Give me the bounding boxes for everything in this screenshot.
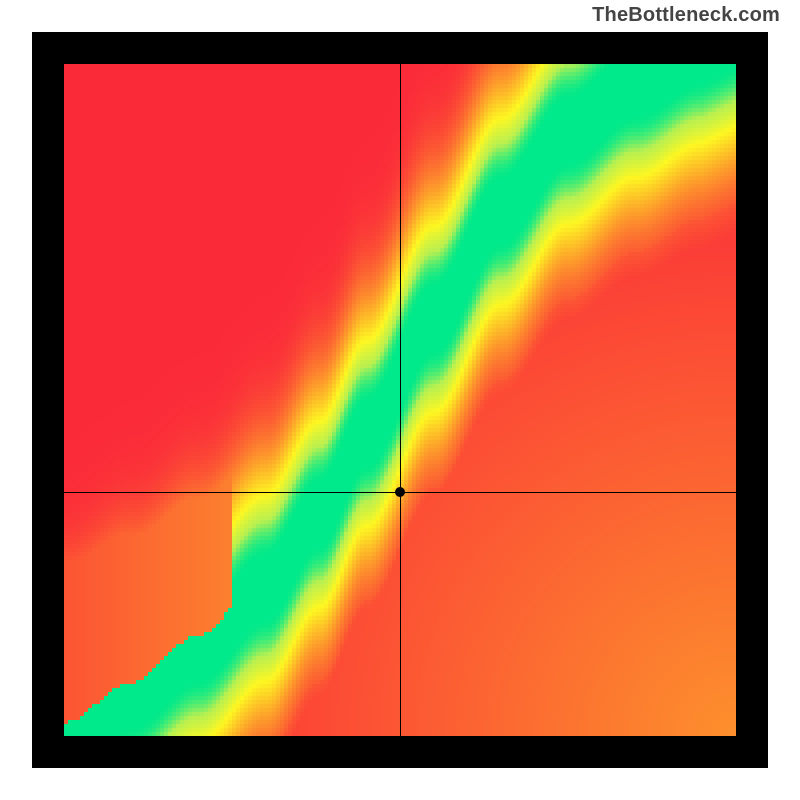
crosshair-dot [395, 487, 405, 497]
crosshair-vertical [400, 64, 401, 736]
stage: TheBottleneck.com [0, 0, 800, 800]
watermark-text: TheBottleneck.com [592, 4, 780, 27]
